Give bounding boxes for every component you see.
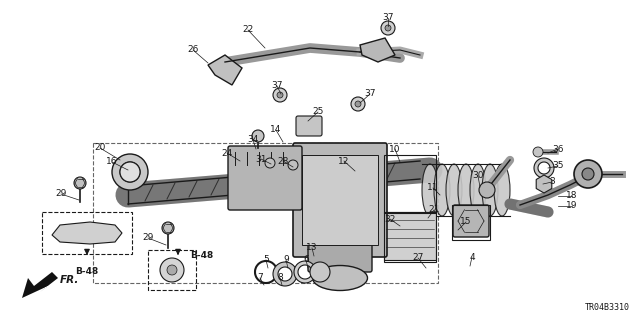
Bar bbox=[452, 205, 490, 240]
Circle shape bbox=[167, 265, 177, 275]
Circle shape bbox=[74, 177, 86, 189]
Text: 5: 5 bbox=[263, 256, 269, 264]
Text: 26: 26 bbox=[188, 46, 198, 55]
Circle shape bbox=[120, 162, 140, 182]
Text: 4: 4 bbox=[469, 253, 475, 262]
Circle shape bbox=[273, 88, 287, 102]
Ellipse shape bbox=[446, 164, 462, 216]
Ellipse shape bbox=[482, 164, 498, 216]
Polygon shape bbox=[360, 38, 395, 62]
Bar bbox=[42, 212, 132, 254]
FancyBboxPatch shape bbox=[228, 146, 302, 210]
Text: 14: 14 bbox=[270, 125, 282, 135]
Text: 6: 6 bbox=[303, 256, 309, 264]
Circle shape bbox=[582, 168, 594, 180]
Text: 27: 27 bbox=[412, 254, 424, 263]
Text: 10: 10 bbox=[389, 145, 401, 153]
Text: 7: 7 bbox=[257, 273, 263, 283]
Text: 12: 12 bbox=[339, 157, 349, 166]
Circle shape bbox=[310, 262, 330, 282]
Circle shape bbox=[533, 147, 543, 157]
Bar bbox=[148, 250, 196, 290]
Text: 25: 25 bbox=[312, 108, 324, 116]
Text: TR04B3310: TR04B3310 bbox=[585, 303, 630, 312]
Ellipse shape bbox=[312, 265, 367, 291]
FancyBboxPatch shape bbox=[293, 143, 387, 257]
Polygon shape bbox=[208, 55, 242, 85]
Bar bbox=[302, 155, 378, 245]
Text: 8: 8 bbox=[277, 273, 283, 283]
Text: 13: 13 bbox=[307, 243, 317, 253]
Circle shape bbox=[381, 21, 395, 35]
Circle shape bbox=[479, 182, 495, 198]
Text: 29: 29 bbox=[55, 189, 67, 198]
Bar bbox=[384, 155, 436, 213]
Circle shape bbox=[265, 158, 275, 168]
Circle shape bbox=[355, 101, 361, 107]
Text: 32: 32 bbox=[384, 214, 396, 224]
Ellipse shape bbox=[434, 164, 450, 216]
Text: 24: 24 bbox=[221, 149, 232, 158]
Circle shape bbox=[351, 97, 365, 111]
Text: 35: 35 bbox=[552, 161, 564, 170]
Text: 11: 11 bbox=[428, 183, 439, 192]
Text: 31: 31 bbox=[255, 154, 267, 164]
Text: B-48: B-48 bbox=[190, 251, 213, 261]
Text: 29: 29 bbox=[142, 234, 154, 242]
Circle shape bbox=[385, 25, 391, 31]
Ellipse shape bbox=[494, 164, 510, 216]
Bar bbox=[93, 143, 438, 283]
Text: 37: 37 bbox=[364, 90, 376, 99]
Text: B-48: B-48 bbox=[76, 267, 99, 276]
Text: 19: 19 bbox=[566, 202, 578, 211]
Text: FR.: FR. bbox=[60, 275, 79, 285]
Text: 21: 21 bbox=[428, 205, 440, 214]
Text: 28: 28 bbox=[277, 157, 289, 166]
FancyBboxPatch shape bbox=[453, 205, 489, 237]
Text: 9: 9 bbox=[283, 256, 289, 264]
Bar bbox=[384, 212, 436, 260]
Circle shape bbox=[162, 222, 174, 234]
FancyBboxPatch shape bbox=[308, 208, 372, 272]
Text: 3: 3 bbox=[549, 177, 555, 187]
Ellipse shape bbox=[422, 164, 438, 216]
Polygon shape bbox=[22, 272, 58, 298]
Text: 20: 20 bbox=[94, 144, 106, 152]
Bar bbox=[384, 212, 436, 262]
Text: 37: 37 bbox=[382, 13, 394, 23]
Circle shape bbox=[574, 160, 602, 188]
Text: 36: 36 bbox=[552, 145, 564, 153]
Text: 37: 37 bbox=[271, 81, 283, 91]
Polygon shape bbox=[52, 222, 122, 244]
Circle shape bbox=[288, 160, 298, 170]
FancyBboxPatch shape bbox=[296, 116, 322, 136]
Text: 30: 30 bbox=[472, 172, 484, 181]
Text: 16: 16 bbox=[106, 158, 118, 167]
Circle shape bbox=[160, 258, 184, 282]
Ellipse shape bbox=[470, 164, 486, 216]
Text: 18: 18 bbox=[566, 191, 578, 201]
Text: 15: 15 bbox=[460, 218, 472, 226]
Circle shape bbox=[277, 92, 283, 98]
Circle shape bbox=[252, 130, 264, 142]
Text: 22: 22 bbox=[243, 26, 253, 34]
Text: 34: 34 bbox=[247, 136, 259, 145]
Ellipse shape bbox=[458, 164, 474, 216]
